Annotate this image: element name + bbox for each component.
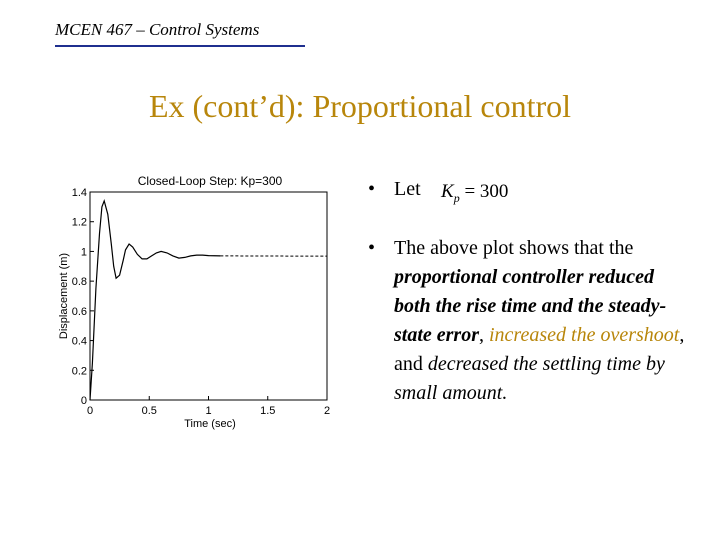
conclusion-text-1: The above plot shows that the xyxy=(394,237,634,259)
let-label: Let xyxy=(394,178,421,200)
course-header-rule xyxy=(55,45,305,47)
slide-title: Ex (cont’d): Proportional control xyxy=(148,88,572,124)
bullet-dot: • xyxy=(368,237,376,259)
y-axis-label: Displacement (m) xyxy=(58,253,70,339)
step-response-chart: Closed-Loop Step: Kp=300 0 0.5 1 1.5 2 0 0.2 0… xyxy=(58,174,330,430)
kp-subscript: p xyxy=(453,190,460,205)
x-tick-label: 0.5 xyxy=(142,405,157,417)
y-tick-label: 1.2 xyxy=(72,217,87,229)
y-tick-label: 0.6 xyxy=(72,306,87,318)
y-tick-label: 0 xyxy=(81,395,87,407)
conclusion-overshoot: increased the overshoot xyxy=(489,324,680,346)
y-tick-label: 1 xyxy=(81,246,87,258)
x-tick-label: 1.5 xyxy=(260,405,275,417)
x-tick-label: 2 xyxy=(324,405,330,417)
response-line xyxy=(89,198,221,401)
bullet-dot: • xyxy=(368,178,376,200)
conclusion-settling: decreased the settling time by small amo… xyxy=(394,353,665,404)
course-header: MCEN 467 – Control Systems xyxy=(55,20,260,39)
conclusion-text-3: , and xyxy=(394,324,685,375)
y-tick-label: 0.2 xyxy=(72,365,87,377)
chart-title: Closed-Loop Step: Kp=300 xyxy=(138,174,283,188)
kp-symbol: K xyxy=(441,181,454,202)
kp-value: = 300 xyxy=(464,181,509,202)
x-axis-label: Time (sec) xyxy=(184,418,236,430)
chart-axes-box xyxy=(89,191,328,401)
y-tick-label: 0.4 xyxy=(72,336,87,348)
x-tick-label: 0 xyxy=(87,405,93,417)
kp-equation: Kp = 300 xyxy=(441,181,508,206)
bullet-conclusion: • The above plot shows that the proporti… xyxy=(368,234,688,408)
y-tick-label: 1.4 xyxy=(72,187,87,199)
bullet-let: • Let Kp = 300 xyxy=(368,178,688,218)
bullet-list: • Let Kp = 300 • The above plot shows th… xyxy=(368,178,688,408)
y-tick-label: 0.8 xyxy=(72,276,87,288)
x-tick-label: 1 xyxy=(205,405,211,417)
conclusion-text-2: , xyxy=(479,324,489,346)
conclusion-emphasis: proportional controller reduced both the… xyxy=(394,266,667,346)
